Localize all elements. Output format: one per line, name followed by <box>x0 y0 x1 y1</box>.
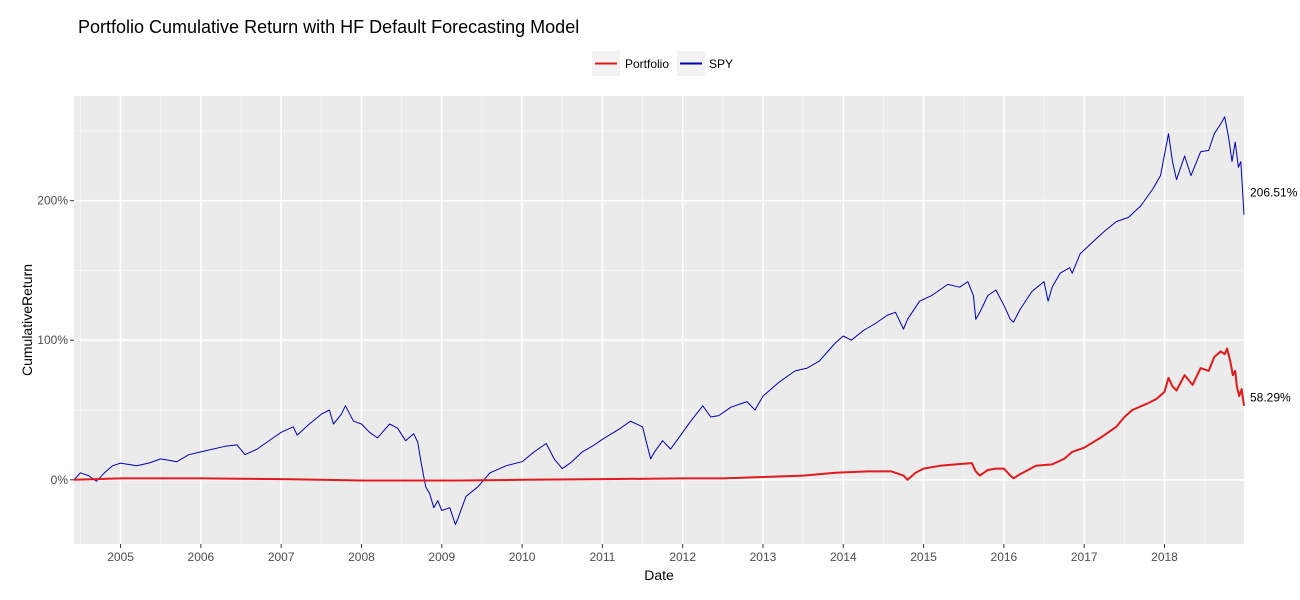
legend-label-portfolio: Portfolio <box>625 57 669 71</box>
x-axis-title: Date <box>644 567 674 583</box>
legend-label-spy: SPY <box>709 57 733 71</box>
x-axis: 2005 2006 2007 2008 2009 2010 2011 2012 2013 2014… <box>107 544 1178 564</box>
x-tick-label: 2016 <box>991 550 1018 564</box>
plot-panel <box>74 96 1244 544</box>
legend: Portfolio SPY <box>592 51 733 76</box>
x-tick-label: 2017 <box>1071 550 1098 564</box>
y-tick-label: 200% <box>37 194 68 208</box>
series-layer <box>73 116 1245 525</box>
y-axis: 0% 100% 200% <box>37 194 74 487</box>
end-labels: 58.29% 206.51% <box>1250 185 1298 404</box>
x-tick-label: 2011 <box>589 550 615 564</box>
x-tick-label: 2012 <box>669 550 696 564</box>
y-tick-label: 100% <box>37 333 68 347</box>
y-axis-title: CumulativeReturn <box>19 264 35 376</box>
x-tick-label: 2018 <box>1151 550 1178 564</box>
x-tick-label: 2014 <box>830 550 857 564</box>
x-tick-label: 2008 <box>348 550 375 564</box>
x-tick-label: 2006 <box>188 550 215 564</box>
y-tick-label: 0% <box>51 473 69 487</box>
end-label-spy: 206.51% <box>1250 185 1298 199</box>
chart-title: Portfolio Cumulative Return with HF Defa… <box>78 17 579 37</box>
series-line-portfolio <box>73 347 1245 482</box>
x-tick-label: 2005 <box>107 550 134 564</box>
x-tick-label: 2009 <box>428 550 455 564</box>
end-label-portfolio: 58.29% <box>1250 390 1291 404</box>
x-tick-label: 2013 <box>750 550 777 564</box>
grid-minor <box>74 96 1244 544</box>
x-tick-label: 2007 <box>268 550 295 564</box>
x-tick-label: 2015 <box>910 550 937 564</box>
x-tick-label: 2010 <box>509 550 536 564</box>
series-line-spy <box>73 116 1245 525</box>
